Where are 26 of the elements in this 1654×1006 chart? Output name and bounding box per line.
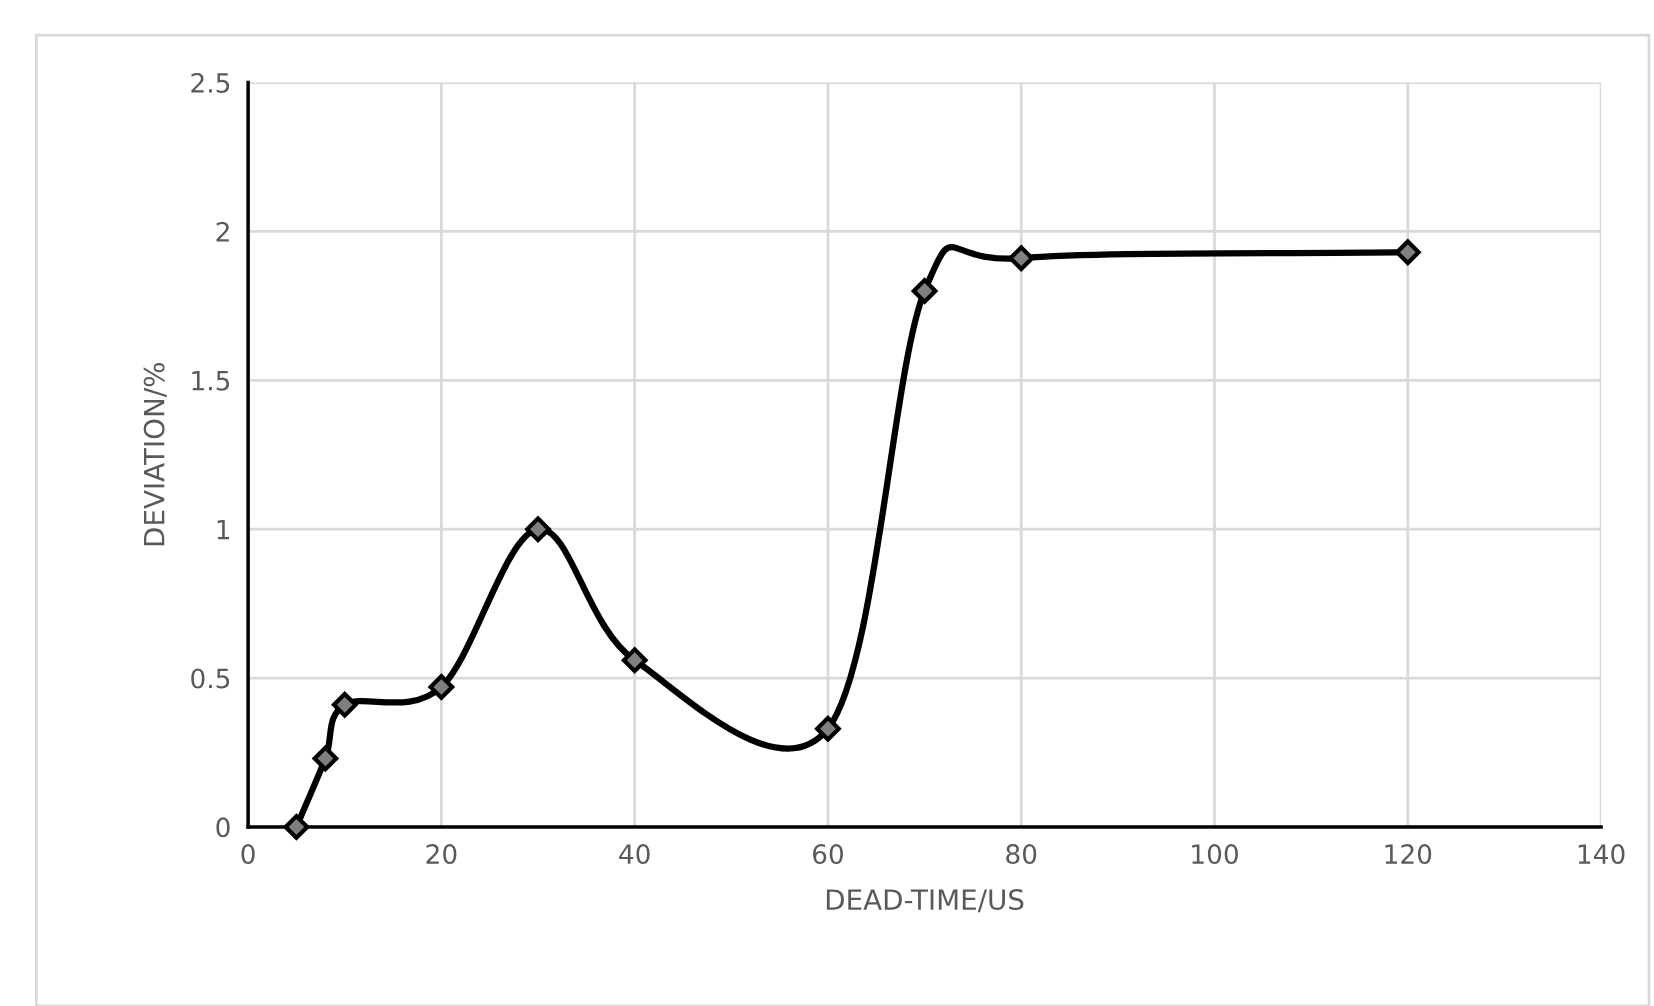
point	[525, 516, 551, 543]
y-tick-label: 1	[217, 519, 229, 540]
x-tick-label: 140	[1578, 844, 1625, 865]
y-tick-label: 2	[216, 221, 229, 242]
y-tick-label: 0	[216, 817, 230, 838]
point	[815, 715, 841, 742]
point	[428, 674, 455, 700]
point	[1008, 245, 1035, 272]
point	[1394, 239, 1421, 266]
y-axis-title: DEVIATION/%	[143, 362, 167, 546]
x-tick-label: 100	[1192, 844, 1238, 865]
x-tick-label: 120	[1385, 844, 1432, 865]
point	[331, 691, 358, 718]
x-tick-label: 80	[1006, 844, 1037, 865]
x-tick-label: 20	[426, 844, 457, 865]
y-tick-label: 0.5	[191, 668, 230, 689]
y-tick-label: 2.5	[191, 72, 230, 93]
y-tick-label: 1.5	[192, 371, 230, 391]
point	[312, 745, 339, 772]
point	[911, 278, 938, 304]
x-tick-label: 40	[619, 844, 650, 865]
point	[621, 647, 648, 674]
x-tick-label: 0	[241, 844, 255, 865]
point	[283, 814, 310, 840]
x-axis-title: DEAD-TIME/US	[826, 889, 1024, 913]
x-tick-label: 60	[813, 844, 843, 865]
